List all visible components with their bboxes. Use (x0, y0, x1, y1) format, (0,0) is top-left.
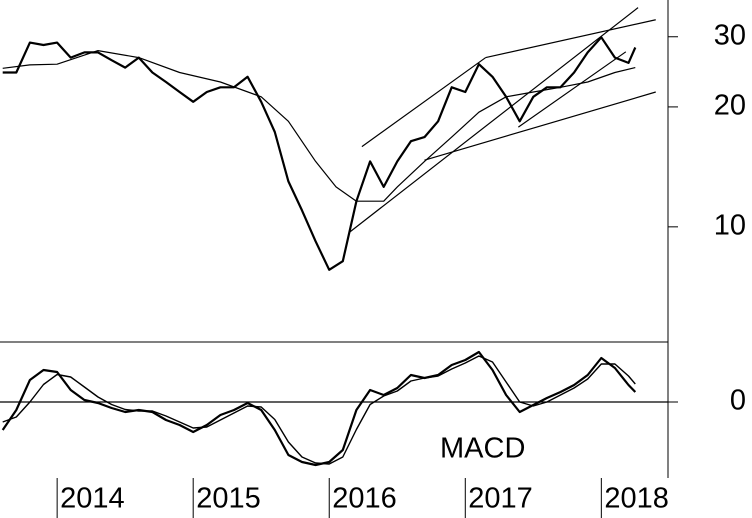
x-tick-label: 2015 (196, 483, 261, 515)
trendline (485, 19, 656, 59)
y-tick-label: 0 (730, 385, 746, 417)
y-tick-label: 30 (714, 19, 746, 51)
price-line (2, 36, 637, 271)
y-tick-label: 20 (714, 90, 746, 122)
trendline (424, 91, 656, 161)
trendline (349, 7, 639, 233)
x-tick-label: 2014 (60, 483, 125, 515)
trendline (361, 57, 487, 148)
trendline (518, 51, 627, 128)
y-tick-label: 10 (714, 210, 746, 242)
x-tick-label: 2016 (332, 483, 397, 515)
x-tick-label: 2017 (468, 483, 533, 515)
macd-label: MACD (440, 433, 525, 465)
x-tick-label: 2018 (604, 483, 669, 515)
macd-line (1, 350, 637, 467)
